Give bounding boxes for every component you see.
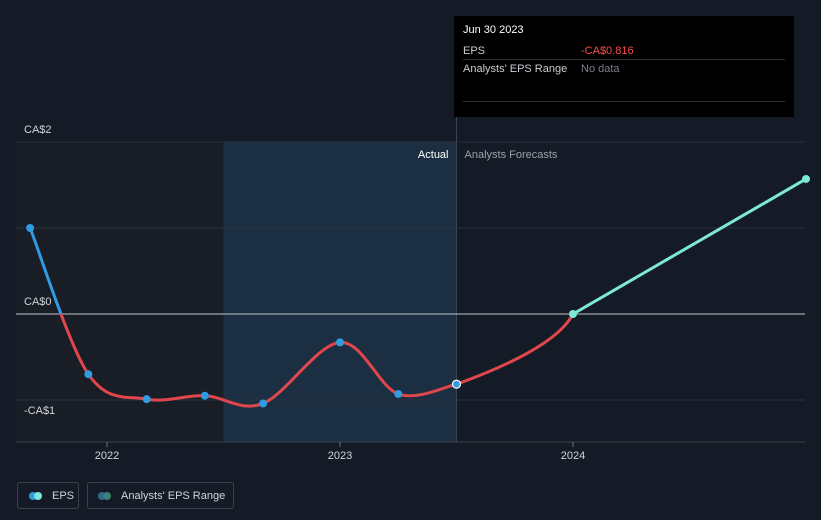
legend-eps[interactable]: EPS bbox=[17, 482, 79, 509]
past-period-band bbox=[16, 142, 224, 442]
eps-legend-icon bbox=[29, 491, 45, 501]
eps-data-point bbox=[84, 370, 93, 379]
tooltip-eps-label: EPS bbox=[463, 44, 486, 57]
eps-data-point bbox=[142, 395, 151, 404]
tooltip-date: Jun 30 2023 bbox=[463, 24, 524, 36]
x-tick-label: 2024 bbox=[561, 450, 585, 462]
eps-forecast-point bbox=[569, 310, 577, 318]
y-tick-label: CA$2 bbox=[24, 124, 52, 136]
eps-forecast-point bbox=[802, 174, 810, 183]
x-tick-label: 2023 bbox=[328, 450, 352, 462]
tooltip: Jun 30 2023 EPS -CA$0.816 Analysts' EPS … bbox=[454, 16, 794, 117]
y-tick-label: CA$0 bbox=[24, 296, 52, 308]
y-tick-label: -CA$1 bbox=[24, 405, 55, 417]
eps-data-point bbox=[336, 338, 344, 347]
tooltip-range-label: Analysts' EPS Range bbox=[463, 62, 568, 75]
eps-data-point bbox=[259, 399, 268, 408]
eps-forecast-line-negative bbox=[455, 314, 575, 386]
x-tick-label: 2022 bbox=[95, 450, 119, 462]
actual-period-band bbox=[223, 142, 457, 442]
tooltip-eps-value: -CA$0.816 bbox=[581, 44, 634, 57]
eps-data-point bbox=[451, 379, 462, 389]
range-legend-icon bbox=[98, 491, 114, 501]
eps-data-point bbox=[394, 389, 403, 398]
tooltip-divider bbox=[463, 77, 785, 102]
eps-forecast-line bbox=[572, 177, 807, 316]
legend-eps-label: EPS bbox=[52, 489, 75, 502]
tooltip-range-value: No data bbox=[581, 62, 620, 75]
legend-analysts-range[interactable]: Analysts' EPS Range bbox=[87, 482, 234, 509]
legend-range-label: Analysts' EPS Range bbox=[121, 489, 226, 502]
eps-data-point bbox=[26, 224, 35, 232]
eps-data-point bbox=[200, 391, 209, 400]
actual-region-label: Actual bbox=[418, 149, 449, 161]
forecast-region-label: Analysts Forecasts bbox=[465, 149, 558, 161]
